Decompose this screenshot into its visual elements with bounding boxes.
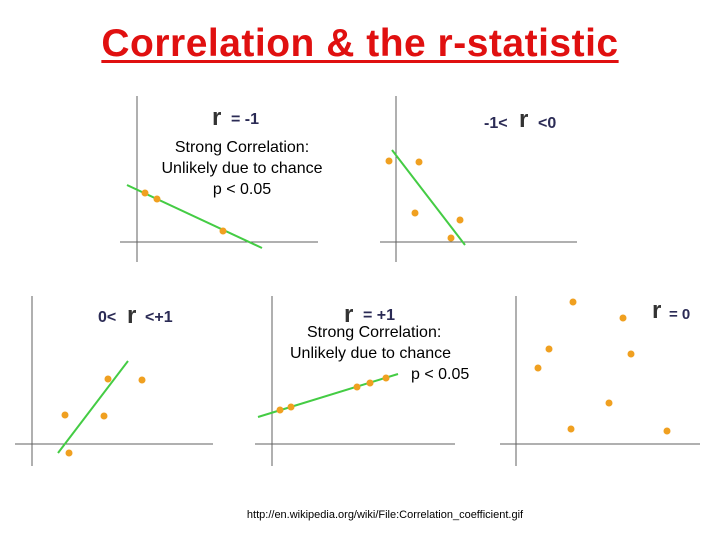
data-point [287,403,295,411]
data-point [385,157,393,165]
data-point [353,383,361,391]
data-point [65,449,73,457]
r-range-upper: <0 [538,115,557,132]
data-point [569,298,577,306]
data-point [366,379,374,387]
data-point [411,209,419,217]
data-point [61,411,69,419]
data-point [138,376,146,384]
fit-line [391,149,466,246]
r-symbol: r [212,104,222,131]
data-point [605,399,613,407]
r-value-label: = +1 [363,307,396,324]
data-point [567,425,575,433]
fit-line [57,360,129,454]
fit-line [126,184,263,249]
significance-note: Strong Correlation: Unlikely due to chan… [161,139,323,198]
r-range-upper: <+1 [145,309,173,326]
scatter-plot-r-positive [15,296,213,466]
r-range-lower: 0< [98,309,117,326]
data-point [382,374,390,382]
scatter-plot-r-neg-one [120,96,318,262]
significance-note: Strong Correlation: Unlikely due to chan… [290,324,470,383]
r-symbol: r [652,297,662,324]
scatter-plot-r-pos-one [255,296,455,466]
data-point [545,345,553,353]
data-point [104,375,112,383]
data-point [447,234,455,242]
data-point [663,427,671,435]
r-value-label: = -1 [231,111,260,128]
data-point [456,216,464,224]
data-point [619,314,627,322]
r-range-lower: -1< [484,115,508,132]
data-point [627,350,635,358]
r-symbol: r [127,302,137,329]
source-url: http://en.wikipedia.org/wiki/File:Correl… [246,509,524,521]
r-symbol: r [519,106,529,133]
data-point [219,227,227,235]
r-symbol: r [344,301,354,328]
data-point [415,158,423,166]
data-point [100,412,108,420]
scatter-plot-r-zero [500,296,700,466]
scatter-plot-r-negative [380,96,577,262]
data-point [534,364,542,372]
r-value-label: = 0 [669,306,691,323]
slide-title: Correlation & the r-statistic [101,22,619,65]
data-point [141,189,149,197]
data-point [153,195,161,203]
data-point [276,406,284,414]
